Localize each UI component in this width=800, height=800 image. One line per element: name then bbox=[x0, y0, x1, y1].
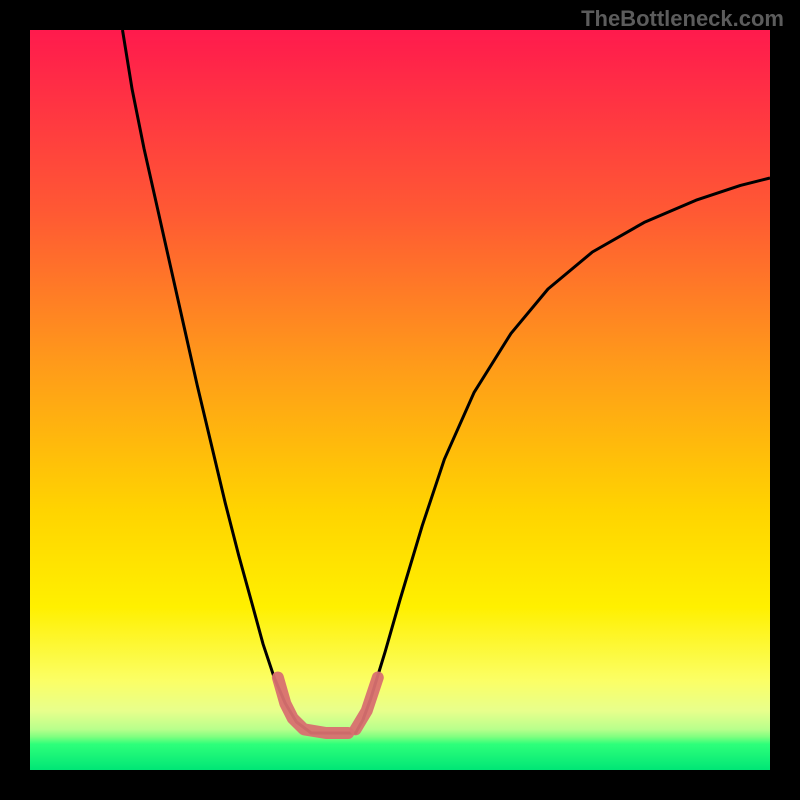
watermark-text: TheBottleneck.com bbox=[581, 6, 784, 32]
highlight-segment-1 bbox=[356, 678, 378, 730]
highlight-segment-0 bbox=[278, 678, 348, 734]
chart-svg bbox=[0, 0, 800, 800]
highlight-overlay-group bbox=[278, 678, 378, 734]
bottleneck-curve bbox=[123, 30, 771, 733]
